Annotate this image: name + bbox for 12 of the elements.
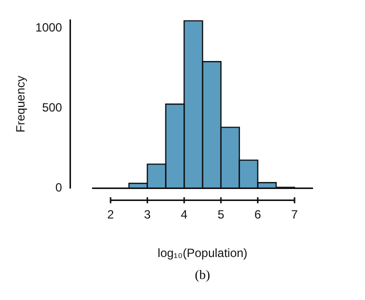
x-tick-label: 4 (180, 208, 188, 222)
x-tick-label: 3 (144, 208, 152, 222)
x-tick-label: 6 (254, 208, 262, 222)
y-tick-label: 1000 (35, 20, 62, 34)
y-tick-label: 0 (55, 180, 62, 195)
y-tick-label: 500 (42, 100, 62, 114)
x-tick-label: 7 (291, 208, 298, 222)
x-axis-title: log₁₀(Population) (158, 246, 248, 260)
x-tick-label: 5 (218, 208, 225, 222)
y-axis-title: Frequency (14, 76, 28, 132)
text: (b) (194, 267, 212, 283)
x-tick-label: 2 (107, 208, 114, 222)
